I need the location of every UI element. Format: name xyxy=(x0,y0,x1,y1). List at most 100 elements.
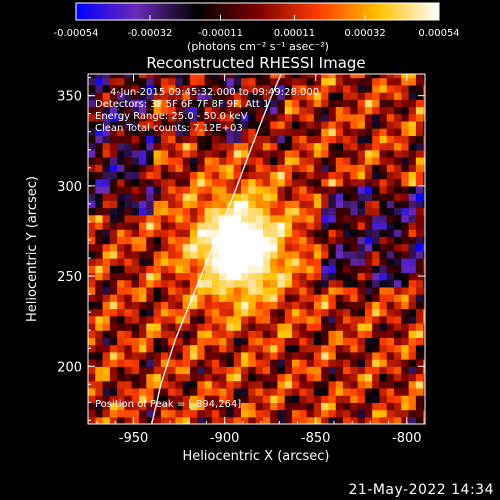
heatmap-cell xyxy=(386,120,395,129)
heatmap-cell xyxy=(182,128,191,136)
heatmap-cell xyxy=(109,416,118,424)
heatmap-cell xyxy=(139,416,147,424)
heatmap-cell xyxy=(408,330,417,339)
heatmap-cell xyxy=(95,178,104,187)
heatmap-cell xyxy=(262,380,271,389)
heatmap-cell xyxy=(146,200,155,209)
heatmap-cell xyxy=(328,337,337,346)
heatmap-cell xyxy=(146,265,155,274)
heatmap-cell xyxy=(95,77,104,86)
heatmap-cell xyxy=(153,164,162,173)
heatmap-cell xyxy=(292,221,300,230)
heatmap-cell xyxy=(139,337,147,346)
heatmap-cell xyxy=(415,142,424,151)
heatmap-cell xyxy=(408,258,417,266)
heatmap-cell xyxy=(408,294,417,302)
heatmap-cell xyxy=(328,373,337,382)
heatmap-cell xyxy=(160,243,169,252)
heatmap-cell xyxy=(394,243,402,252)
heatmap-cell xyxy=(299,74,308,79)
heatmap-cell xyxy=(350,84,359,93)
heatmap-cell xyxy=(102,77,111,86)
heatmap-cell xyxy=(394,178,402,187)
heatmap-cell xyxy=(292,164,300,173)
heatmap-cell xyxy=(190,373,198,382)
heatmap-cell xyxy=(146,250,155,259)
heatmap-cell xyxy=(328,99,337,108)
heatmap-cell xyxy=(190,359,198,367)
heatmap-cell xyxy=(255,229,264,237)
heatmap-cell xyxy=(415,366,424,375)
heatmap-cell xyxy=(386,243,395,252)
heatmap-cell xyxy=(233,265,242,274)
heatmap-cell xyxy=(364,229,373,237)
heatmap-cell xyxy=(423,250,425,259)
heatmap-cell xyxy=(255,308,264,317)
heatmap-cell xyxy=(241,286,249,295)
heatmap-cell xyxy=(364,387,373,396)
heatmap-cell xyxy=(255,243,264,252)
heatmap-cell xyxy=(117,84,126,93)
heatmap-cell xyxy=(124,250,133,259)
heatmap-cell xyxy=(415,265,424,274)
heatmap-cell xyxy=(423,120,425,129)
heatmap-cell xyxy=(364,395,373,403)
heatmap-cell xyxy=(88,344,96,353)
heatmap-cell xyxy=(255,200,264,209)
heatmap-cell xyxy=(88,286,96,295)
heatmap-cell xyxy=(379,229,388,237)
heatmap-cell xyxy=(357,366,366,375)
heatmap-cell xyxy=(299,337,308,346)
heatmap-cell xyxy=(364,164,373,173)
heatmap-cell xyxy=(226,250,235,259)
heatmap-cell xyxy=(357,294,366,302)
heatmap-cell xyxy=(313,265,322,274)
heatmap-cell xyxy=(109,149,118,158)
heatmap-cell xyxy=(248,387,257,396)
heatmap-cell xyxy=(241,221,249,230)
heatmap-cell xyxy=(335,409,344,418)
heatmap-cell xyxy=(386,171,395,180)
heatmap-cell xyxy=(343,308,351,317)
heatmap-cell xyxy=(364,366,373,375)
heatmap-cell xyxy=(131,84,140,93)
heatmap-cell xyxy=(182,366,191,375)
heatmap-cell xyxy=(95,258,104,266)
heatmap-cell xyxy=(102,229,111,237)
heatmap-cell xyxy=(175,128,184,136)
heatmap-cell xyxy=(379,207,388,216)
heatmap-cell xyxy=(131,337,140,346)
heatmap-cell xyxy=(226,409,235,418)
heatmap-cell xyxy=(372,149,381,158)
heatmap-cell xyxy=(88,236,96,245)
heatmap-cell xyxy=(372,84,381,93)
heatmap-cell xyxy=(248,149,257,158)
heatmap-cell xyxy=(306,409,315,418)
heatmap-cell xyxy=(292,149,300,158)
heatmap-cell xyxy=(313,84,322,93)
heatmap-cell xyxy=(102,279,111,288)
heatmap-cell xyxy=(102,214,111,223)
heatmap-cell xyxy=(241,330,249,339)
heatmap-cell xyxy=(109,142,118,151)
heatmap-cell xyxy=(270,315,279,324)
heatmap-cell xyxy=(233,120,242,129)
heatmap-cell xyxy=(321,402,330,411)
heatmap-cell xyxy=(284,243,293,252)
heatmap-cell xyxy=(394,229,402,237)
heatmap-cell xyxy=(372,315,381,324)
heatmap-cell xyxy=(372,135,381,144)
heatmap-cell xyxy=(408,416,417,424)
heatmap-cell xyxy=(292,380,300,389)
heatmap-cell xyxy=(204,294,213,302)
heatmap-cell xyxy=(292,74,300,79)
heatmap-cell xyxy=(233,74,242,79)
heatmap-cell xyxy=(109,294,118,302)
heatmap-cell xyxy=(131,416,140,424)
heatmap-cell xyxy=(124,380,133,389)
heatmap-cell xyxy=(168,106,177,115)
heatmap-cell xyxy=(277,178,286,187)
heatmap-cell xyxy=(328,395,337,403)
heatmap-cell xyxy=(197,193,206,201)
heatmap-cell xyxy=(292,258,300,266)
